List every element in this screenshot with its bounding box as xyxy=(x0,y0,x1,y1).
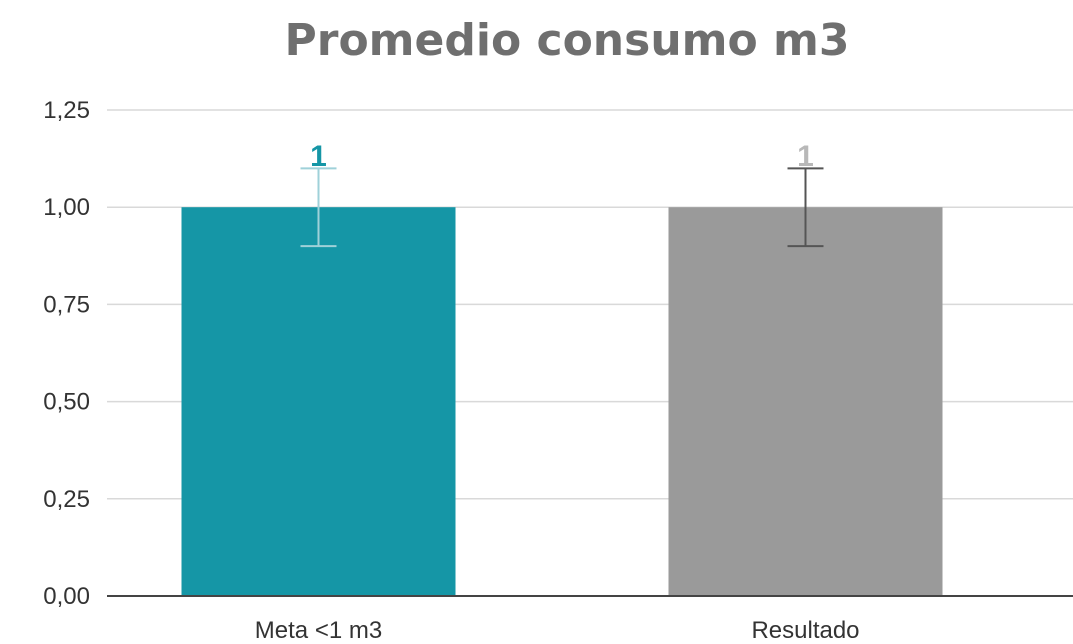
bar xyxy=(181,207,456,595)
y-tick-label: 0,75 xyxy=(43,291,90,318)
error-bars xyxy=(300,167,824,248)
x-tick-label: Meta <1 m3 xyxy=(255,617,382,644)
y-tick-label: 0,25 xyxy=(43,486,90,513)
y-tick-label: 0,50 xyxy=(43,389,90,416)
bar xyxy=(668,207,943,595)
error-bar xyxy=(300,167,337,248)
data-label: 1 xyxy=(797,140,814,173)
data-label: 1 xyxy=(310,140,327,173)
y-tick-label: 1,25 xyxy=(43,97,90,124)
y-tick-label: 0,00 xyxy=(43,583,90,610)
error-bar xyxy=(787,167,824,248)
x-axis-tick-labels: Meta <1 m3 Resultado xyxy=(255,617,860,644)
bars xyxy=(181,207,943,595)
chart-title: Promedio consumo m3 xyxy=(285,15,850,66)
y-axis-tick-labels: 0,00 0,25 0,50 0,75 1,00 1,25 xyxy=(43,97,90,610)
x-tick-label: Resultado xyxy=(751,617,859,644)
y-tick-label: 1,00 xyxy=(43,194,90,221)
